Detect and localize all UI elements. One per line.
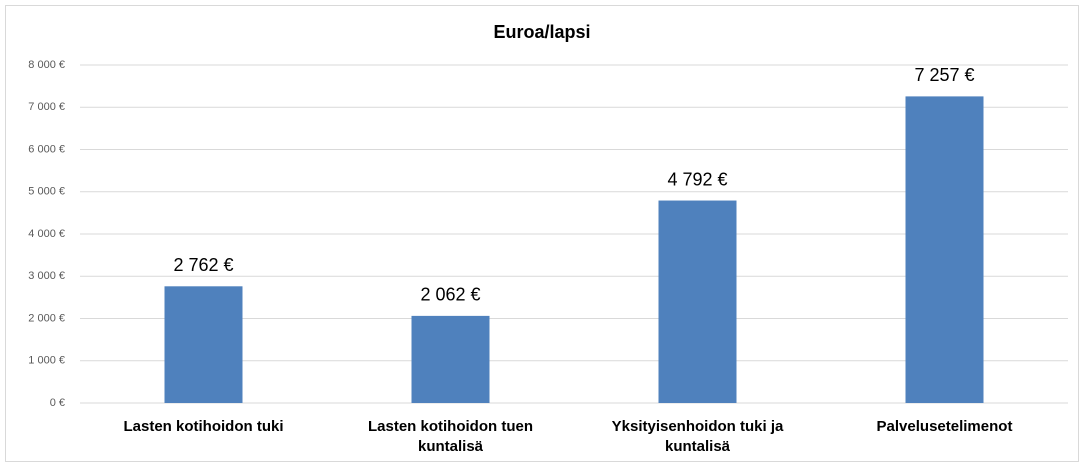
y-tick-label: 5 000 € [28,186,65,198]
y-tick-label: 2 000 € [28,312,65,324]
y-tick-label: 7 000 € [28,101,65,113]
chart-title: Euroa/lapsi [493,22,590,42]
y-tick-label: 1 000 € [28,355,65,367]
data-label: 7 257 € [914,65,974,85]
bar [164,286,243,403]
x-tick-label: Palvelusetelimenot [876,418,1013,435]
data-label: 2 762 € [173,255,233,275]
y-tick-label: 4 000 € [28,228,65,240]
data-label: 2 062 € [420,285,480,305]
y-tick-label: 0 € [50,397,65,409]
bar [411,315,490,403]
y-tick-label: 8 000 € [28,59,65,71]
x-tick-label: Yksityisenhoidon tuki ja kuntalisä [611,418,784,455]
y-tick-label: 3 000 € [28,270,65,282]
bar [905,96,984,403]
x-tick-label: Lasten kotihoidon tuen kuntalisä [368,418,533,455]
data-label: 4 792 € [667,169,727,189]
y-tick-label: 6 000 € [28,143,65,155]
bar [658,200,737,403]
x-tick-label: Lasten kotihoidon tuki [123,418,284,435]
